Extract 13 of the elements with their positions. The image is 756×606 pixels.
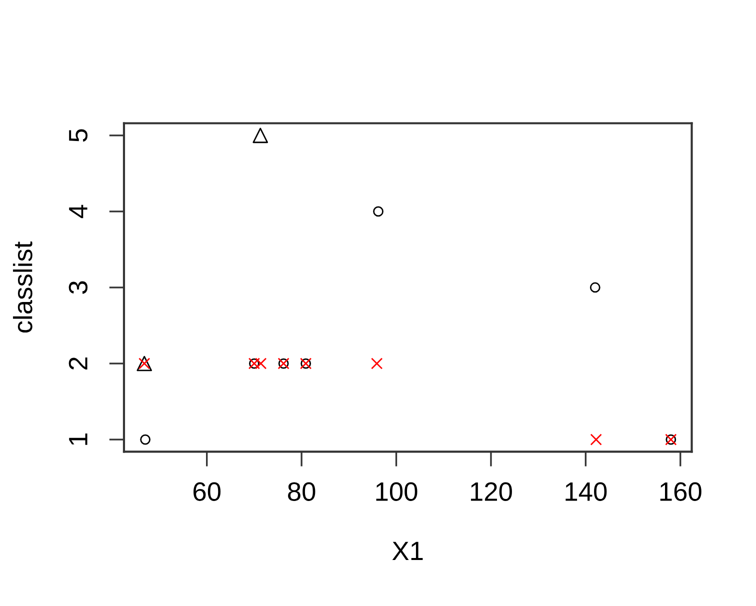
y-axis-title: classlist — [12, 241, 32, 333]
x-tick-label: 60 — [194, 482, 220, 501]
y-tick-label: 3 — [68, 281, 88, 294]
y-tick-label: 5 — [69, 129, 88, 142]
x-tick-label: 100 — [376, 482, 418, 501]
y-tick-label: 4 — [69, 204, 88, 218]
x-tick-label: 80 — [288, 482, 316, 501]
y-tick-label: 1 — [69, 433, 88, 445]
y-tick-label: 2 — [68, 358, 88, 370]
x-tick-label: 140 — [566, 482, 607, 501]
x-tick-label: 120 — [470, 482, 512, 501]
x-tick-label: 160 — [660, 482, 702, 501]
x-axis-title: X1 — [392, 542, 423, 560]
